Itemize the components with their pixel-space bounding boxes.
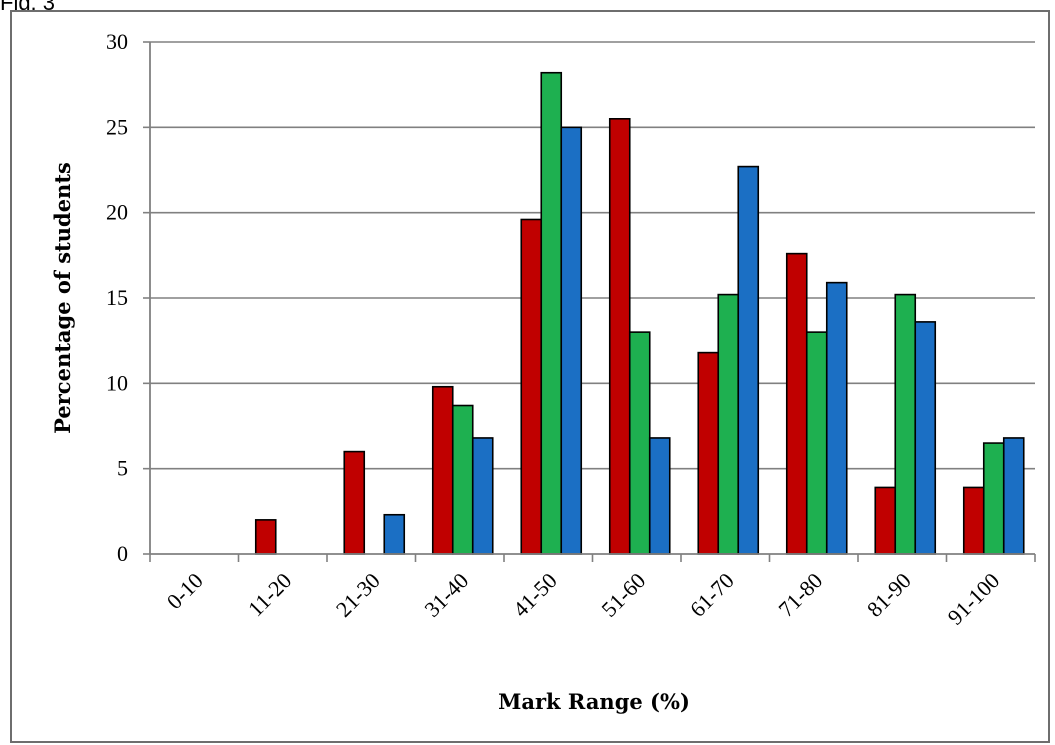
x-tick-label: 61-70 xyxy=(685,568,739,622)
bar xyxy=(1002,437,1025,555)
y-tick-label: 10 xyxy=(106,370,128,395)
bar xyxy=(697,351,720,555)
bar xyxy=(608,118,631,555)
bar xyxy=(540,71,563,555)
bar xyxy=(914,321,937,555)
bar xyxy=(254,519,277,555)
bar xyxy=(520,218,543,555)
bar xyxy=(805,331,828,555)
x-tick-label: 71-80 xyxy=(773,568,827,622)
bar xyxy=(471,437,494,555)
y-tick-label: 0 xyxy=(117,541,128,566)
x-tick-label: 31-40 xyxy=(419,568,473,622)
y-tick-label: 25 xyxy=(106,114,128,139)
bar xyxy=(343,450,366,555)
y-tick-label: 30 xyxy=(106,29,128,54)
bar xyxy=(982,442,1005,555)
bar xyxy=(894,293,917,555)
x-tick-label: 41-50 xyxy=(508,568,562,622)
axes xyxy=(143,41,1036,562)
bar xyxy=(628,331,651,555)
bar xyxy=(383,513,406,555)
y-tick-label: 15 xyxy=(106,285,128,310)
y-tick-label: 5 xyxy=(117,456,128,481)
bar xyxy=(451,404,474,555)
bar xyxy=(962,486,985,555)
bar xyxy=(560,126,583,555)
bar xyxy=(785,252,808,555)
x-axis-title: Mark Range (%) xyxy=(498,689,690,714)
x-tick-label: 11-20 xyxy=(243,568,296,621)
bar xyxy=(717,293,740,555)
y-tick-label: 20 xyxy=(106,200,128,225)
bar xyxy=(648,437,671,555)
bar xyxy=(431,385,454,555)
bar xyxy=(825,281,848,555)
bar xyxy=(874,486,897,555)
y-axis-title: Percentage of students xyxy=(50,162,75,434)
gridlines xyxy=(150,41,1035,470)
x-tick-label: 91-100 xyxy=(943,568,1005,630)
x-tick-label: 81-90 xyxy=(862,568,916,622)
x-tick-label: 51-60 xyxy=(596,568,650,622)
bars xyxy=(254,71,1025,555)
x-tick-label: 0-10 xyxy=(162,568,208,614)
x-tick-label: 21-30 xyxy=(331,568,385,622)
bar xyxy=(737,165,760,555)
